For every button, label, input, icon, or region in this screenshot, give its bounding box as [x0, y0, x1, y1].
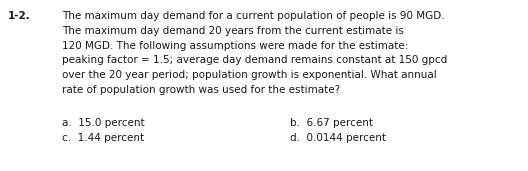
Text: b.  6.67 percent: b. 6.67 percent	[290, 118, 373, 128]
Text: d.  0.0144 percent: d. 0.0144 percent	[290, 133, 386, 143]
Text: 120 MGD. The following assumptions were made for the estimate:: 120 MGD. The following assumptions were …	[62, 41, 408, 51]
Text: peaking factor = 1.5; average day demand remains constant at 150 gpcd: peaking factor = 1.5; average day demand…	[62, 55, 447, 65]
Text: a.  15.0 percent: a. 15.0 percent	[62, 118, 145, 128]
Text: rate of population growth was used for the estimate?: rate of population growth was used for t…	[62, 85, 340, 95]
Text: c.  1.44 percent: c. 1.44 percent	[62, 133, 144, 143]
Text: over the 20 year period; population growth is exponential. What annual: over the 20 year period; population grow…	[62, 70, 437, 80]
Text: The maximum day demand 20 years from the current estimate is: The maximum day demand 20 years from the…	[62, 26, 404, 36]
Text: The maximum day demand for a current population of people is 90 MGD.: The maximum day demand for a current pop…	[62, 11, 445, 21]
Text: 1-2.: 1-2.	[8, 11, 31, 21]
